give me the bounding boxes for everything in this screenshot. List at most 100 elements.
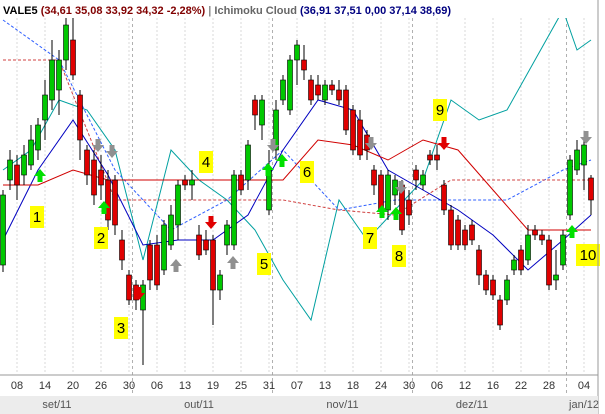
title-background bbox=[0, 2, 598, 18]
x-tick-label: 16 bbox=[487, 380, 499, 392]
candle-body bbox=[252, 99, 258, 116]
month-label: set/11 bbox=[42, 399, 71, 411]
annotation: 10 bbox=[576, 244, 600, 266]
candle-body bbox=[553, 274, 559, 281]
candle-body bbox=[567, 159, 573, 216]
x-tick-label: 06 bbox=[431, 380, 443, 392]
candle-body bbox=[77, 94, 83, 141]
candle-body bbox=[42, 94, 48, 121]
indicator-line bbox=[2, 19, 592, 231]
candle-body bbox=[0, 194, 6, 266]
annotation-label: 10 bbox=[580, 247, 597, 264]
candle-body bbox=[469, 224, 475, 241]
candles bbox=[0, 15, 594, 365]
chart-title: VALE5 (34,61 35,08 33,92 34,32 -2,28%) |… bbox=[3, 5, 451, 17]
candle-body bbox=[434, 154, 440, 161]
annotation: 4 bbox=[199, 151, 213, 173]
annotation: 1 bbox=[30, 206, 44, 228]
month-strip bbox=[0, 396, 598, 414]
x-tick-label: 31 bbox=[263, 380, 275, 392]
separator: | bbox=[208, 5, 211, 17]
annotation-label: 3 bbox=[117, 320, 125, 337]
annotation-label: 5 bbox=[260, 256, 268, 273]
candle-body bbox=[245, 144, 251, 181]
candle-body bbox=[532, 229, 538, 236]
candle-body bbox=[441, 184, 447, 211]
candle-body bbox=[539, 234, 545, 241]
candle-body bbox=[7, 159, 13, 181]
candle-body bbox=[161, 224, 167, 271]
annotation: 5 bbox=[257, 253, 271, 275]
x-tick-label: 20 bbox=[67, 380, 79, 392]
candle-body bbox=[504, 279, 510, 301]
month-label: out/11 bbox=[184, 399, 214, 411]
x-axis: 08 14 20 26 30 06 13 19 25 31 07 13 18 24 30 06 12 16 22 28… bbox=[11, 380, 599, 411]
candle-body bbox=[350, 109, 356, 151]
candle-body bbox=[476, 249, 482, 276]
candle-body bbox=[455, 219, 461, 246]
candle-body bbox=[301, 59, 307, 71]
candle-body bbox=[182, 179, 188, 186]
candle-body bbox=[336, 89, 342, 101]
x-tick-label: 07 bbox=[291, 380, 303, 392]
month-label: dez/11 bbox=[456, 399, 488, 411]
candle-body bbox=[525, 234, 531, 261]
x-tick-label: 30 bbox=[123, 380, 135, 392]
annotation: 2 bbox=[94, 227, 108, 249]
annotation-label: 4 bbox=[202, 154, 210, 171]
candle-body bbox=[189, 179, 195, 186]
candle-body bbox=[546, 239, 552, 286]
candle-body bbox=[91, 159, 97, 196]
candle-body bbox=[462, 229, 468, 246]
annotation-label: 1 bbox=[33, 209, 41, 226]
x-tick-label: 19 bbox=[207, 380, 219, 392]
x-tick-label: 12 bbox=[459, 380, 471, 392]
x-tick-label: 18 bbox=[347, 380, 359, 392]
candle-body bbox=[203, 239, 209, 251]
candle-body bbox=[420, 174, 426, 186]
candle-body bbox=[588, 177, 594, 201]
candle-body bbox=[98, 169, 104, 186]
annotation: 3 bbox=[114, 317, 128, 339]
indicator-values: (36,91 37,51 0,00 37,14 38,69) bbox=[300, 5, 451, 17]
candle-body bbox=[371, 169, 377, 186]
candle-body bbox=[357, 119, 363, 156]
grid bbox=[16, 18, 585, 414]
candle-body bbox=[35, 124, 41, 151]
x-tick-label: 30 bbox=[403, 380, 415, 392]
candle-body bbox=[210, 239, 216, 291]
candle-body bbox=[238, 174, 244, 191]
annotation-label: 6 bbox=[303, 164, 311, 181]
candle-body bbox=[14, 164, 20, 186]
candle-body bbox=[112, 179, 118, 226]
quote: (34,61 35,08 33,92 34,32 -2,28%) bbox=[41, 5, 206, 17]
candle-body bbox=[154, 244, 160, 286]
x-tick-label: 06 bbox=[151, 380, 163, 392]
candle-body bbox=[196, 234, 202, 256]
annotations: 1 2 3 4 5 6 7 8 9 10 bbox=[30, 99, 600, 339]
candle-body bbox=[105, 179, 111, 221]
x-tick-label: 28 bbox=[543, 380, 555, 392]
candle-body bbox=[483, 274, 489, 291]
indicator-line bbox=[3, 59, 592, 216]
candle-body bbox=[28, 139, 34, 166]
annotation: 7 bbox=[363, 227, 377, 249]
indicator-line bbox=[2, 8, 592, 322]
candle-body bbox=[49, 59, 55, 101]
candle-body bbox=[294, 44, 300, 61]
x-tick-label: 26 bbox=[95, 380, 107, 392]
symbol: VALE5 bbox=[3, 5, 38, 17]
candle-body bbox=[511, 259, 517, 271]
x-tick-label: 13 bbox=[179, 380, 191, 392]
candle-body bbox=[574, 149, 580, 171]
annotation-label: 9 bbox=[436, 102, 444, 119]
candle-body bbox=[490, 279, 496, 296]
candle-body bbox=[518, 249, 524, 271]
annotation: 6 bbox=[300, 161, 314, 183]
candle-body bbox=[217, 274, 223, 291]
candle-body bbox=[168, 214, 174, 246]
annotation-label: 2 bbox=[97, 230, 105, 247]
candle-body bbox=[413, 169, 419, 181]
annotation: 8 bbox=[392, 245, 406, 267]
